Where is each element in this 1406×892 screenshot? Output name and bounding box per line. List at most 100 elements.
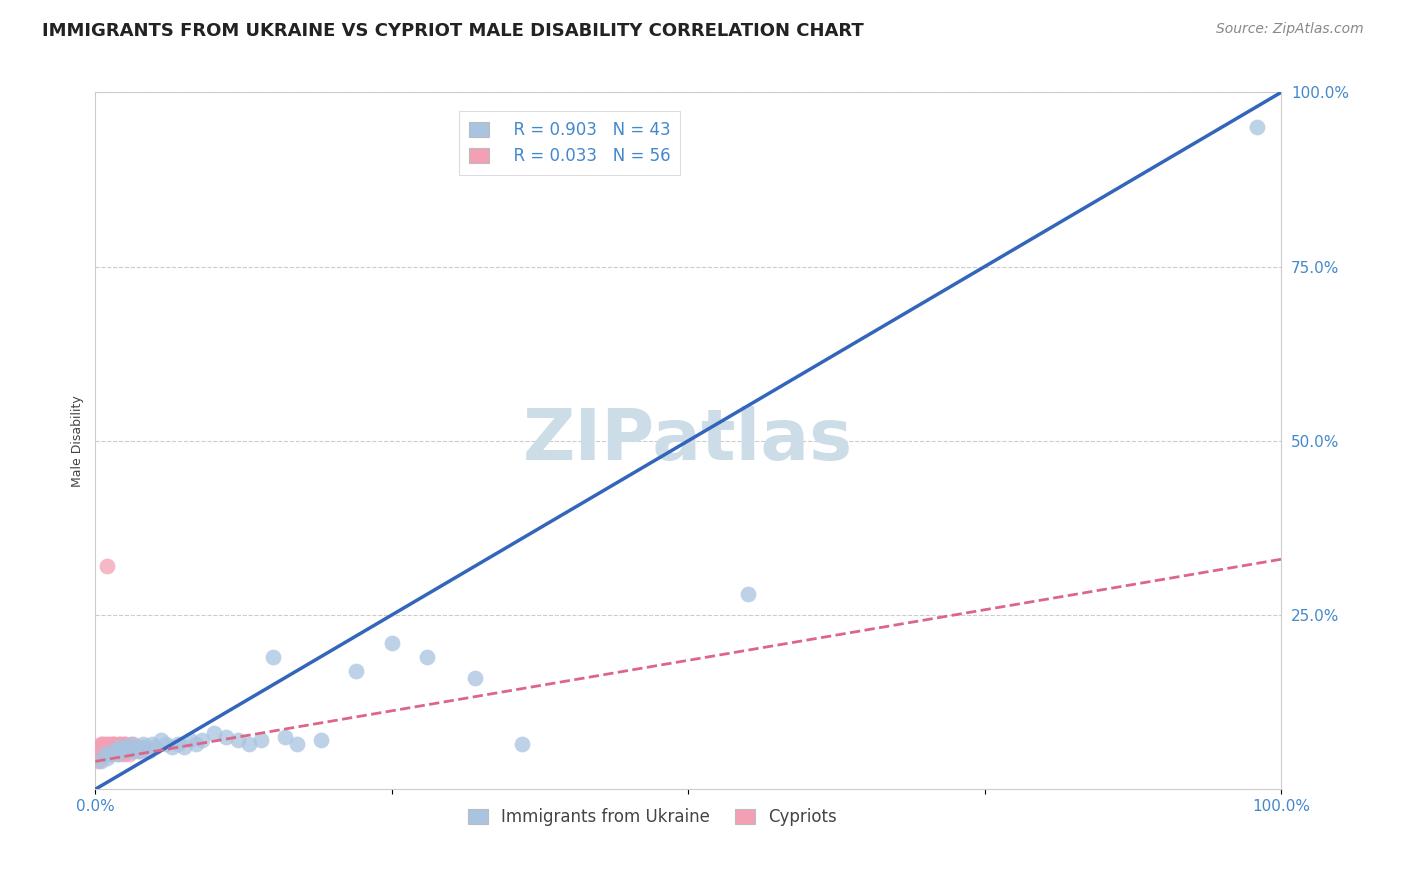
Point <box>100 737 122 751</box>
Point <box>202 726 225 740</box>
Point <box>162 740 184 755</box>
Point <box>101 740 124 755</box>
Point <box>110 744 132 758</box>
Point <box>110 737 132 751</box>
Point <box>104 744 127 758</box>
Point <box>737 587 759 601</box>
Point <box>90 755 112 769</box>
Point <box>186 737 208 751</box>
Point <box>94 740 117 755</box>
Point <box>155 737 177 751</box>
Point <box>108 740 131 755</box>
Point <box>120 737 142 751</box>
Point <box>93 740 115 755</box>
Point <box>101 737 124 751</box>
Point <box>104 744 127 758</box>
Point <box>114 740 136 755</box>
Point <box>141 737 163 751</box>
Point <box>1246 120 1268 135</box>
Point <box>125 740 148 755</box>
Point <box>98 740 121 755</box>
Point <box>101 740 124 755</box>
Point <box>122 737 145 751</box>
Point <box>101 747 124 762</box>
Point <box>94 747 117 762</box>
Point <box>87 755 110 769</box>
Point <box>97 740 120 755</box>
Point <box>94 740 117 755</box>
Point <box>100 744 122 758</box>
Point <box>87 747 110 762</box>
Point <box>215 730 238 744</box>
Point <box>167 737 190 751</box>
Point <box>89 744 111 758</box>
Point <box>103 737 125 751</box>
Point <box>96 559 118 574</box>
Point <box>117 744 139 758</box>
Point <box>98 744 121 758</box>
Point <box>117 740 139 755</box>
Point <box>122 744 145 758</box>
Point <box>134 740 156 755</box>
Text: Source: ZipAtlas.com: Source: ZipAtlas.com <box>1216 22 1364 37</box>
Point <box>149 733 172 747</box>
Point <box>117 744 139 758</box>
Point <box>107 744 129 758</box>
Point <box>94 737 117 751</box>
Point <box>309 733 332 747</box>
Point <box>115 740 138 755</box>
Point <box>108 737 131 751</box>
Point <box>105 747 128 762</box>
Point <box>101 744 124 758</box>
Point <box>87 744 110 758</box>
Point <box>238 737 260 751</box>
Point <box>143 740 166 755</box>
Point <box>127 744 149 758</box>
Point <box>132 740 155 755</box>
Point <box>226 733 249 747</box>
Point <box>103 740 125 755</box>
Point <box>114 737 136 751</box>
Point <box>112 744 135 758</box>
Point <box>89 740 111 755</box>
Point <box>90 737 112 751</box>
Point <box>464 671 486 685</box>
Point <box>416 649 439 664</box>
Point <box>91 737 114 751</box>
Y-axis label: Male Disability: Male Disability <box>72 395 84 487</box>
Legend: Immigrants from Ukraine, Cypriots: Immigrants from Ukraine, Cypriots <box>461 802 844 833</box>
Point <box>97 737 120 751</box>
Point <box>105 740 128 755</box>
Point <box>105 740 128 755</box>
Point <box>274 730 297 744</box>
Point <box>90 740 112 755</box>
Point <box>112 737 135 751</box>
Point <box>510 737 533 751</box>
Point <box>96 744 118 758</box>
Point <box>94 744 117 758</box>
Point <box>91 744 114 758</box>
Point <box>108 747 131 762</box>
Point <box>110 744 132 758</box>
Point <box>93 740 115 755</box>
Point <box>191 733 214 747</box>
Point <box>94 744 117 758</box>
Point <box>98 747 121 762</box>
Point <box>96 751 118 765</box>
Point <box>117 740 139 755</box>
Point <box>262 649 284 664</box>
Point <box>129 744 152 758</box>
Point <box>344 664 367 678</box>
Point <box>179 733 201 747</box>
Text: ZIPatlas: ZIPatlas <box>523 406 853 475</box>
Point <box>107 740 129 755</box>
Point <box>110 744 132 758</box>
Point <box>285 737 308 751</box>
Point <box>138 744 160 758</box>
Point <box>117 747 139 762</box>
Point <box>111 740 134 755</box>
Point <box>381 636 404 650</box>
Point <box>173 740 195 755</box>
Point <box>132 737 155 751</box>
Point <box>112 747 135 762</box>
